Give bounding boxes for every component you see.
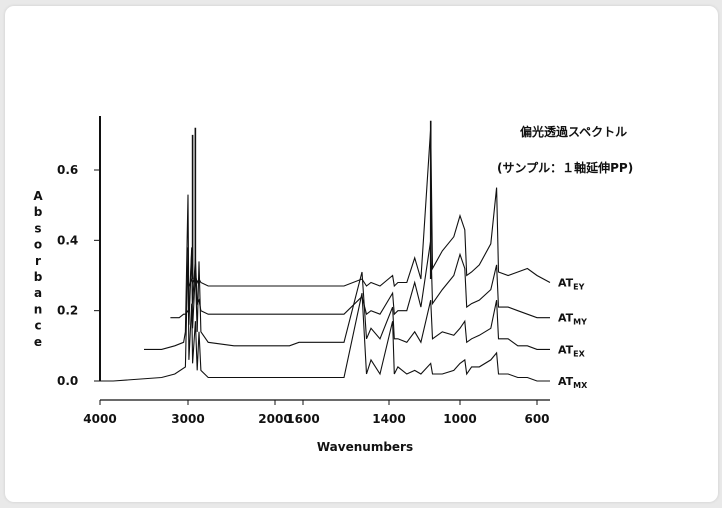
series-label-atmy: ATMY: [558, 312, 587, 327]
y-tick-label: 0.6: [57, 163, 78, 177]
labels-layer: 偏光透過スペクトル (サンプル：１軸延伸PP) Wavenumbers: [317, 124, 633, 454]
y-tick-label: 0.0: [57, 374, 78, 388]
x-axis-title: Wavenumbers: [317, 440, 413, 454]
y-tick-label: 0.4: [57, 233, 78, 247]
series-label-atex: ATEX: [558, 343, 586, 358]
x-tick-label: 1000: [443, 412, 476, 426]
chart-title: 偏光透過スペクトル: [520, 124, 627, 139]
series-line-atex: [144, 194, 550, 350]
x-tick-label: 3000: [171, 412, 204, 426]
series-label-atmx: ATMX: [558, 375, 588, 390]
x-tick-label: 1400: [372, 412, 405, 426]
series-line-atmx: [100, 247, 550, 382]
chart-subtitle: (サンプル：１軸延伸PP): [497, 160, 633, 175]
series-label-atey: ATEY: [558, 277, 585, 292]
x-tick-label: 600: [524, 412, 549, 426]
x-tick-label: 2000: [258, 412, 291, 426]
series-line-atey: [188, 127, 551, 288]
series-layer: ATMX ATEX ATMY ATEY: [100, 120, 588, 390]
x-tick-label: 1600: [286, 412, 319, 426]
y-tick-label: 0.2: [57, 304, 78, 318]
x-tick-label: 4000: [83, 412, 116, 426]
series-line-atmy: [170, 240, 550, 319]
figure-card: 4000 3000 2000 1600 1400 1000 600 0.0 0.2 0.4 0.6 A…: [5, 6, 718, 502]
